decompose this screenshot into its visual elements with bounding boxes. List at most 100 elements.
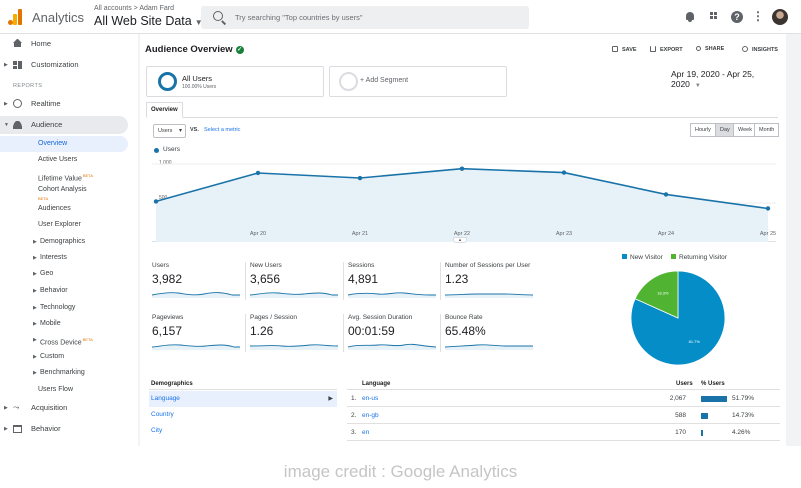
- table-row[interactable]: 2. en-gb 588 14.73%: [347, 408, 780, 424]
- demographics-city[interactable]: City: [151, 427, 163, 434]
- metric-pages-session[interactable]: Pages / Session 1.26: [250, 314, 342, 360]
- sidebar-item-label: Home: [31, 39, 52, 48]
- pie-legend-returning: Returning Visitor: [671, 254, 727, 261]
- date-range-text: Apr 19, 2020 - Apr 25, 2020: [671, 69, 755, 89]
- sidebar-item-acquisition[interactable]: ▶ ⤳ Acquisition: [0, 399, 128, 417]
- sidebar-item-technology[interactable]: ▶ Technology: [0, 300, 128, 316]
- tab-overview[interactable]: Overview: [146, 102, 183, 118]
- sidebar-item-demographics[interactable]: ▶ Demographics: [0, 234, 128, 250]
- language-link[interactable]: en-us: [362, 395, 379, 402]
- sidebar-item-label: Users Flow: [38, 386, 74, 393]
- metric-value: 00:01:59: [348, 324, 395, 338]
- row-rank: 2.: [351, 412, 357, 419]
- save-button[interactable]: SAVE: [612, 46, 637, 53]
- select-metric-link[interactable]: Select a metric: [204, 127, 241, 133]
- users-line-chart: [152, 163, 776, 242]
- sidebar-item-label: Benchmarking: [40, 369, 85, 376]
- metric-dropdown[interactable]: Users: [153, 124, 186, 138]
- demographics-country[interactable]: Country: [151, 411, 174, 418]
- sidebar-item-active-users[interactable]: Active Users: [0, 152, 128, 168]
- analytics-logo-icon[interactable]: [8, 9, 24, 25]
- language-col-header: Language: [362, 381, 391, 387]
- clock-icon: [13, 99, 22, 108]
- sidebar-item-cohort-analysis[interactable]: Cohort Analysis BETA: [0, 182, 128, 204]
- sidebar-item-label: Behavior: [31, 424, 61, 433]
- account-breadcrumb[interactable]: All accounts > Adam Fard: [94, 5, 174, 12]
- sidebar-item-interests[interactable]: ▶ Interests: [0, 250, 128, 266]
- sidebar-item-label: Realtime: [31, 99, 61, 108]
- help-icon[interactable]: ?: [731, 11, 743, 23]
- metric-bounce-rate[interactable]: Bounce Rate 65.48%: [445, 314, 537, 360]
- table-row[interactable]: 3. en 170 4.26%: [347, 425, 780, 441]
- more-vert-icon[interactable]: ⋮: [752, 9, 764, 23]
- metric-sessions[interactable]: Sessions 4,891: [348, 262, 440, 308]
- metric-new-users[interactable]: New Users 3,656: [250, 262, 342, 308]
- sidebar-item-custom[interactable]: ▶ Custom: [0, 349, 128, 365]
- sidebar-item-mobile[interactable]: ▶ Mobile: [0, 316, 128, 332]
- sidebar-item-home[interactable]: Home: [0, 35, 128, 53]
- sidebar-item-behavior-sub[interactable]: ▶ Behavior: [0, 283, 128, 299]
- granularity-month[interactable]: Month: [754, 123, 780, 137]
- sidebar-item-users-flow[interactable]: Users Flow: [0, 382, 128, 398]
- add-segment-button[interactable]: + Add Segment: [329, 66, 507, 97]
- sidebar-item-benchmarking[interactable]: ▶ Benchmarking: [0, 365, 128, 381]
- app-name: Analytics: [32, 10, 85, 25]
- metric-pageviews[interactable]: Pageviews 6,157: [152, 314, 244, 360]
- date-range-picker[interactable]: Apr 19, 2020 - Apr 25, 2020 ▼: [671, 69, 786, 89]
- property-selector[interactable]: All Web Site Data ▼: [94, 14, 203, 28]
- sidebar-item-geo[interactable]: ▶ Geo: [0, 266, 128, 282]
- avatar[interactable]: [772, 9, 788, 25]
- segment-name: All Users: [182, 74, 213, 83]
- sidebar-item-overview[interactable]: Overview: [0, 136, 128, 152]
- sidebar-item-behavior[interactable]: ▶ Behavior: [0, 420, 128, 438]
- metric-value: 1.23: [445, 272, 469, 286]
- beta-badge: BETA: [82, 173, 93, 178]
- collapse-chart-handle[interactable]: ▴: [453, 237, 467, 243]
- segment-all-users[interactable]: All Users 100.00% Users: [146, 66, 324, 97]
- metric-users[interactable]: Users 3,982: [152, 262, 244, 308]
- sidebar-item-audience[interactable]: ▼ Audience: [0, 116, 128, 134]
- notifications-bell-icon[interactable]: [684, 11, 696, 23]
- sidebar-item-realtime[interactable]: ▶ Realtime: [0, 95, 128, 113]
- expand-arrow-icon: ▶: [4, 101, 8, 107]
- table-row[interactable]: 1. en-us 2,067 51.79%: [347, 391, 780, 407]
- search-input[interactable]: [235, 10, 515, 25]
- granularity-day[interactable]: Day: [715, 123, 735, 137]
- export-button[interactable]: EXPORT: [650, 46, 683, 53]
- share-button[interactable]: SHARE: [696, 46, 724, 52]
- vs-label: VS.: [190, 127, 199, 133]
- metric-avg-session-duration[interactable]: Avg. Session Duration 00:01:59: [348, 314, 440, 360]
- sidebar-item-cross-device[interactable]: ▶ Cross DeviceBETA: [0, 332, 128, 348]
- metric-number-of-sessions-per-user[interactable]: Number of Sessions per User 1.23: [445, 262, 537, 308]
- x-tick-label: Apr 24: [657, 231, 675, 237]
- image-credit-caption: image credit : Google Analytics: [283, 462, 518, 481]
- metric-sparkline: [445, 344, 533, 350]
- empty-segment-ring-icon: [339, 72, 358, 91]
- insights-button[interactable]: INSIGHTS: [742, 46, 778, 53]
- metric-divider: [245, 314, 246, 352]
- metric-label: Number of Sessions per User: [445, 262, 531, 269]
- segment-ring-icon: [158, 72, 177, 91]
- metric-label: New Users: [250, 262, 282, 269]
- pie-slice-label: 81.7%: [689, 339, 701, 344]
- pct-bar: [701, 430, 704, 436]
- pct-users-col-header: % Users: [701, 381, 725, 387]
- demographics-language[interactable]: Language ▶: [149, 391, 337, 407]
- sidebar-item-user-explorer[interactable]: User Explorer: [0, 217, 128, 233]
- language-link[interactable]: en-gb: [362, 412, 379, 419]
- sidebar-item-customization[interactable]: ▶ Customization: [0, 56, 128, 74]
- expand-arrow-icon: ▶: [33, 321, 37, 327]
- granularity-week[interactable]: Week: [733, 123, 757, 137]
- sidebar-item-audiences[interactable]: Audiences: [0, 201, 128, 217]
- property-name: All Web Site Data: [94, 14, 192, 28]
- search-bar[interactable]: [201, 6, 529, 29]
- sidebar-item-text: Cohort Analysis: [38, 186, 87, 193]
- insights-icon: [742, 46, 748, 52]
- granularity-hourly[interactable]: Hourly: [690, 123, 716, 137]
- sidebar-item-lifetime-value[interactable]: Lifetime ValueBETA: [0, 168, 128, 184]
- apps-grid-icon[interactable]: [709, 11, 721, 23]
- language-link[interactable]: en: [362, 429, 370, 436]
- data-point-0: [153, 199, 159, 204]
- export-icon: [650, 46, 656, 52]
- row-pct: 14.73%: [732, 412, 755, 419]
